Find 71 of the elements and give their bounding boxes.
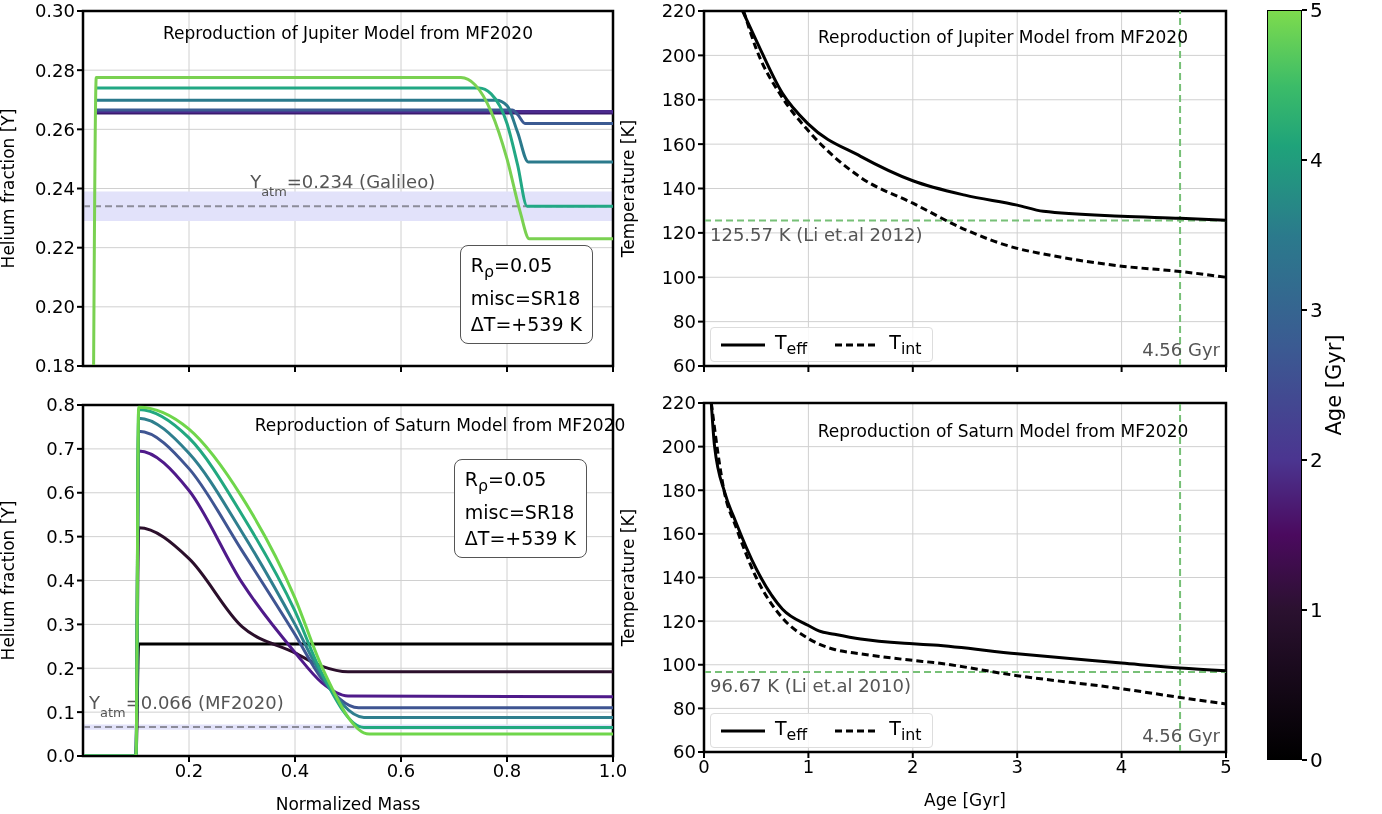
legend-label: T$_{int}$ [889, 717, 922, 744]
legend-label: T$_{eff}$ [775, 331, 808, 358]
color-bar-title: Age [Gyr] [1322, 334, 1346, 436]
y-axis-title: Temperature [K] [618, 119, 638, 259]
ref-line-label: 4.56 Gyr [1142, 725, 1221, 746]
y-tick-label: 160 [661, 523, 696, 545]
y-tick-label: 80 [673, 697, 696, 719]
text: Reproduction of Jupiter Model from MF2020 [817, 27, 1189, 47]
x-tick-label: 0.8 [492, 759, 522, 781]
y-tick-label: 180 [661, 89, 696, 111]
y-tick-label: 0.5 [46, 526, 75, 548]
y-tick-label: 100 [661, 266, 696, 288]
ref-line-label: 96.67 K (Li et.al 2010) [710, 675, 911, 697]
ref-line-label: Y$_{atm}$=0.234 (Galileo) [249, 171, 436, 199]
x-tick-label: 0.2 [174, 759, 204, 781]
color-bar-label: 5 [1310, 0, 1323, 23]
y-tick-label: 60 [673, 741, 696, 763]
y-tick-label: 0.7 [46, 438, 75, 460]
x-axis-title: Age [Gyr] [924, 790, 1006, 810]
color-bar-label: 4 [1310, 147, 1323, 173]
x-tick-label: 0.6 [386, 759, 416, 781]
y-tick-label: 0.4 [46, 569, 75, 591]
color-bar-label: 2 [1310, 447, 1323, 473]
x-tick-label: 2 [907, 755, 919, 777]
y-tick-label: 0.0 [46, 745, 75, 767]
y-tick-label: 0.30 [34, 0, 75, 22]
x-tick-label: 3 [1011, 755, 1023, 777]
y-tick-label: 0.2 [46, 657, 75, 679]
ref-line-label: 125.57 K (Li et.al 2012) [710, 223, 923, 245]
y-tick-label: 80 [673, 311, 696, 333]
legend-label: T$_{eff}$ [775, 717, 808, 744]
x-axis-title: Normalized Mass [275, 794, 421, 814]
legend-label: T$_{int}$ [889, 331, 922, 358]
y-tick-label: 0.18 [34, 355, 75, 377]
y-tick-label: 100 [661, 654, 696, 676]
y-tick-label: 140 [661, 177, 696, 199]
y-tick-label: 0.8 [46, 394, 75, 416]
color-bar-label: 1 [1310, 597, 1323, 623]
y-tick-label: 200 [661, 436, 696, 458]
color-bar-label: 3 [1310, 297, 1323, 323]
y-tick-label: 0.22 [34, 237, 75, 259]
ref-line-label: 4.56 Gyr [1142, 339, 1221, 360]
x-tick-label: 1.0 [598, 759, 628, 781]
x-tick-label: 1 [802, 755, 815, 777]
y-tick-label: 0.26 [34, 118, 75, 140]
y-tick-label: 140 [661, 566, 696, 588]
y-axis-title: Helium fraction [Y] [0, 108, 18, 269]
y-tick-label: 0.6 [46, 482, 75, 504]
y-axis-title: Helium fraction [Y] [0, 500, 18, 661]
y-tick-label: 0.28 [34, 59, 75, 81]
y-tick-label: 0.3 [46, 613, 75, 635]
y-tick-label: 0.1 [46, 701, 75, 723]
text: Reproduction of Saturn Model from MF2020 [816, 421, 1190, 441]
x-tick-label: 0.4 [280, 759, 310, 781]
y-tick-label: 220 [661, 392, 696, 414]
y-tick-label: 220 [661, 0, 696, 22]
y-tick-label: 160 [661, 133, 696, 155]
y-axis-title: Temperature [K] [618, 508, 638, 648]
y-tick-label: 180 [661, 479, 696, 501]
y-tick-label: 0.20 [34, 296, 75, 318]
x-tick-label: 5 [1220, 755, 1232, 777]
y-tick-label: 0.24 [34, 177, 75, 199]
annotation: R$_{ρ}$=0.05 misc=SR18 ΔT=+539 K [464, 467, 576, 551]
y-tick-label: 120 [661, 222, 696, 244]
x-tick-label: 0 [698, 755, 710, 777]
text: Reproduction of Jupiter Model from MF2020 [162, 23, 534, 43]
y-tick-label: 200 [661, 44, 696, 66]
annotation: R$_{ρ}$=0.05 misc=SR18 ΔT=+539 K [470, 253, 582, 337]
x-tick-label: 4 [1115, 755, 1128, 777]
y-tick-label: 120 [661, 610, 696, 632]
y-tick-label: 60 [673, 355, 696, 377]
